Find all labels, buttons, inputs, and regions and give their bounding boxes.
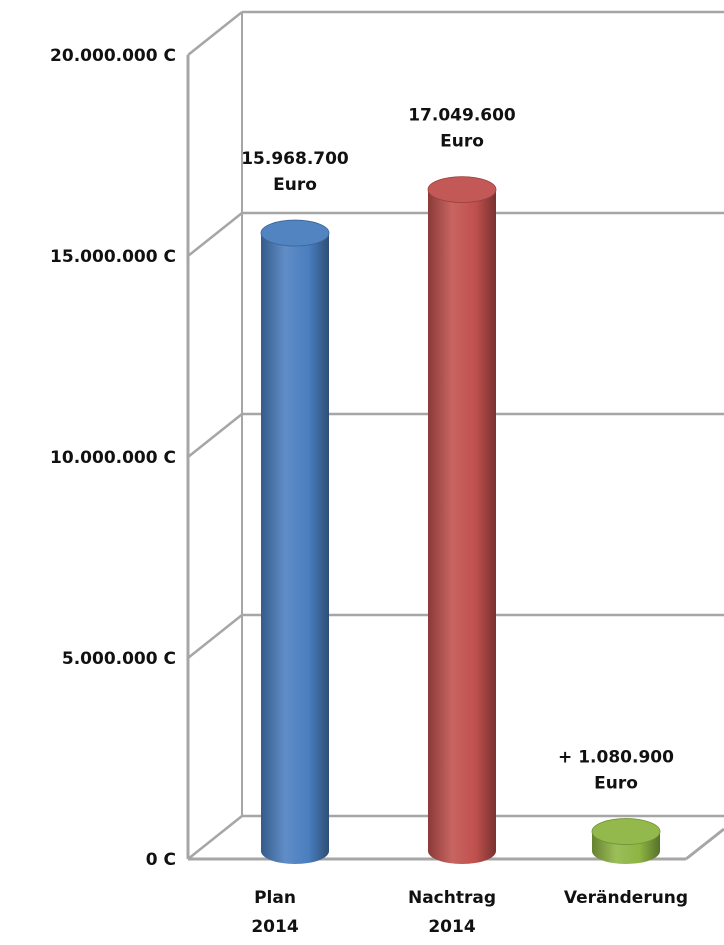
bar-2 [427, 176, 497, 864]
bar-cylinder-top [591, 818, 661, 845]
bar-cylinder-body [261, 233, 329, 865]
y-tick-label: 5.000.000 C [62, 649, 176, 669]
data-label: + 1.080.900 [558, 748, 674, 768]
bar-cylinder-top [260, 219, 330, 247]
data-label: 15.968.700 [241, 149, 349, 169]
x-category-label: 2014 [428, 917, 475, 937]
gridline-side [187, 413, 243, 458]
bars [260, 176, 661, 865]
gridline-side [187, 11, 243, 56]
gridline-side [187, 212, 243, 257]
data-label: Euro [440, 132, 484, 152]
bar-cylinder-body [428, 189, 496, 864]
gridline-side [187, 614, 243, 659]
x-category-label: 2014 [251, 917, 298, 937]
y-tick-label: 15.000.000 C [50, 247, 176, 267]
bar-3 [591, 818, 661, 864]
data-label: Euro [594, 774, 638, 794]
bar-cylinder-top [427, 176, 497, 204]
gridline-side [187, 815, 243, 860]
bar-cylinder-body [592, 831, 660, 864]
bar-1 [260, 219, 330, 865]
labels: 0 C 5.000.000 C 10.000.000 C 15.000.000 C 20… [50, 46, 688, 937]
data-label: Euro [273, 175, 317, 195]
x-category-label: Nachtrag [408, 888, 496, 908]
data-label: 17.049.600 [408, 106, 516, 126]
y-tick-label: 10.000.000 C [50, 448, 176, 468]
x-category-label: Plan [254, 888, 296, 908]
y-tick-label: 0 C [146, 850, 176, 870]
floor-right-edge [685, 827, 724, 861]
y-tick-label: 20.000.000 C [50, 46, 176, 66]
x-category-label: Veränderung [564, 888, 688, 908]
